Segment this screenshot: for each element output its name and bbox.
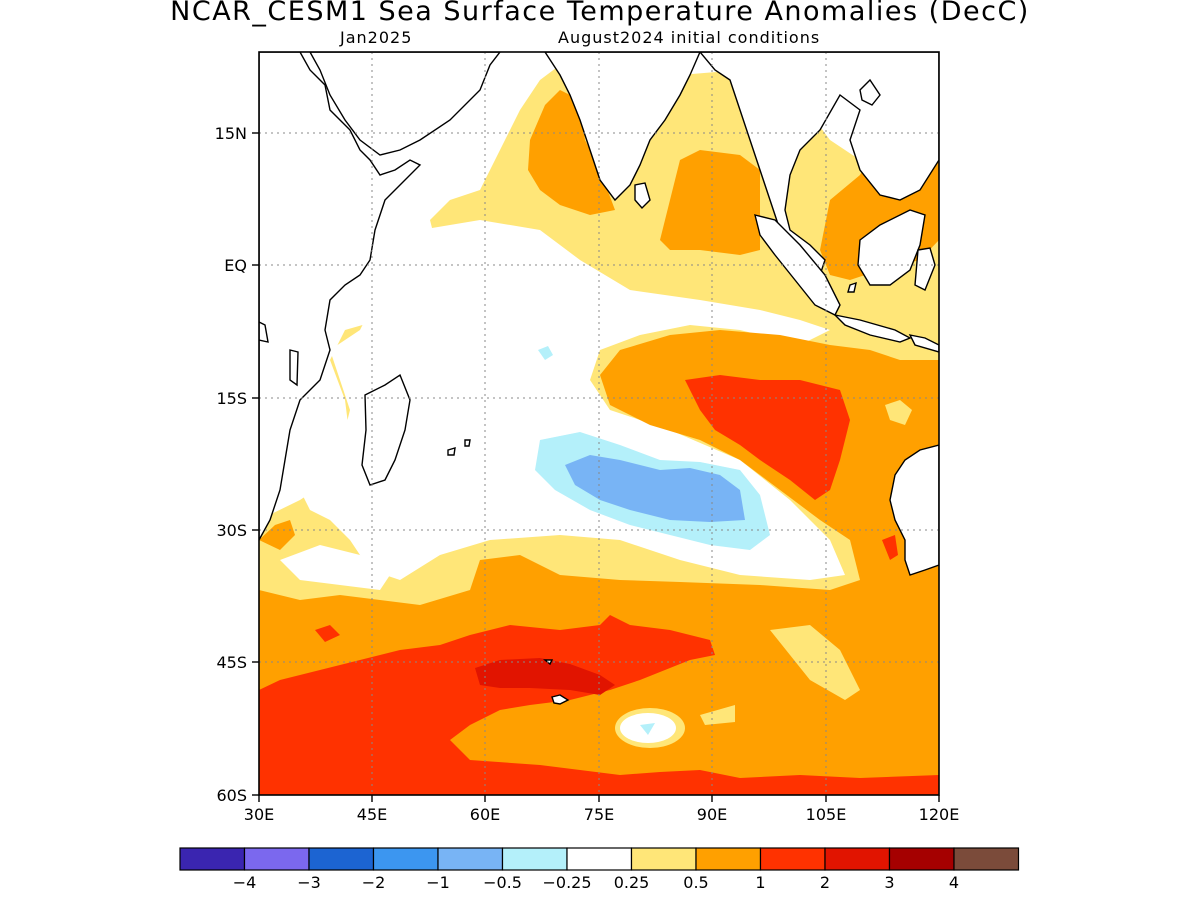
colorbar-label: 0.25 xyxy=(614,873,650,892)
lat-label: 45S xyxy=(216,653,247,672)
colorbar-swatch xyxy=(953,847,1020,871)
colorbar-swatch xyxy=(243,847,310,871)
colorbar-swatch xyxy=(759,847,826,871)
lon-label: 60E xyxy=(470,805,500,824)
colorbar-swatch xyxy=(630,847,697,871)
lon-label: 45E xyxy=(357,805,387,824)
lat-label: 30S xyxy=(216,521,247,540)
colorbar-swatch xyxy=(501,847,568,871)
lat-label: 15N xyxy=(215,124,247,143)
colorbar-label: 4 xyxy=(949,873,959,892)
anomaly-field xyxy=(259,52,939,795)
anomaly-band-neg-0.5 xyxy=(565,455,745,522)
colorbar-label: −1 xyxy=(426,873,450,892)
colorbar-label: 1 xyxy=(755,873,765,892)
lat-label: 15S xyxy=(216,389,247,408)
grid-lines xyxy=(259,52,939,795)
land-masses xyxy=(259,52,939,705)
lon-label: 30E xyxy=(244,805,274,824)
colorbar-label: −2 xyxy=(362,873,386,892)
lat-labels: 15N EQ 15S 30S 45S 60S xyxy=(215,124,247,805)
colorbar-label: −4 xyxy=(233,873,257,892)
lat-label: EQ xyxy=(224,256,247,275)
colorbar-swatch xyxy=(308,847,375,871)
lat-label: 60S xyxy=(216,786,247,805)
map-title: NCAR_CESM1 Sea Surface Temperature Anoma… xyxy=(170,0,1030,27)
colorbar-labels: −4 −3 −2 −1 −0.5 −0.25 0.25 0.5 1 2 3 4 xyxy=(233,873,959,892)
colorbar-label: 0.5 xyxy=(683,873,708,892)
colorbar-label: −3 xyxy=(297,873,321,892)
forecast-month: Jan2025 xyxy=(340,28,413,47)
cold-spot xyxy=(615,400,912,748)
colorbar-label: 3 xyxy=(884,873,894,892)
lon-label: 90E xyxy=(697,805,727,824)
colorbar-swatch xyxy=(179,847,246,871)
lon-label: 120E xyxy=(919,805,960,824)
initial-conditions: August2024 initial conditions xyxy=(558,28,821,47)
colorbar-swatch xyxy=(888,847,955,871)
anomaly-band-2 xyxy=(475,658,615,695)
colorbar-swatch xyxy=(566,847,633,871)
colorbar-swatch xyxy=(437,847,504,871)
colorbar-label: −0.25 xyxy=(542,873,591,892)
lon-labels: 30E 45E 60E 75E 90E 105E 120E xyxy=(244,805,960,824)
lon-label: 105E xyxy=(806,805,847,824)
colorbar-label: −0.5 xyxy=(483,873,522,892)
colorbar-swatch xyxy=(824,847,891,871)
colorbar-swatch xyxy=(372,847,439,871)
tick-marks xyxy=(252,132,940,802)
lon-label: 75E xyxy=(584,805,614,824)
anomaly-band-1 xyxy=(259,375,939,795)
colorbar-swatch xyxy=(695,847,762,871)
colorbar xyxy=(179,847,1020,871)
colorbar-label: 2 xyxy=(820,873,830,892)
